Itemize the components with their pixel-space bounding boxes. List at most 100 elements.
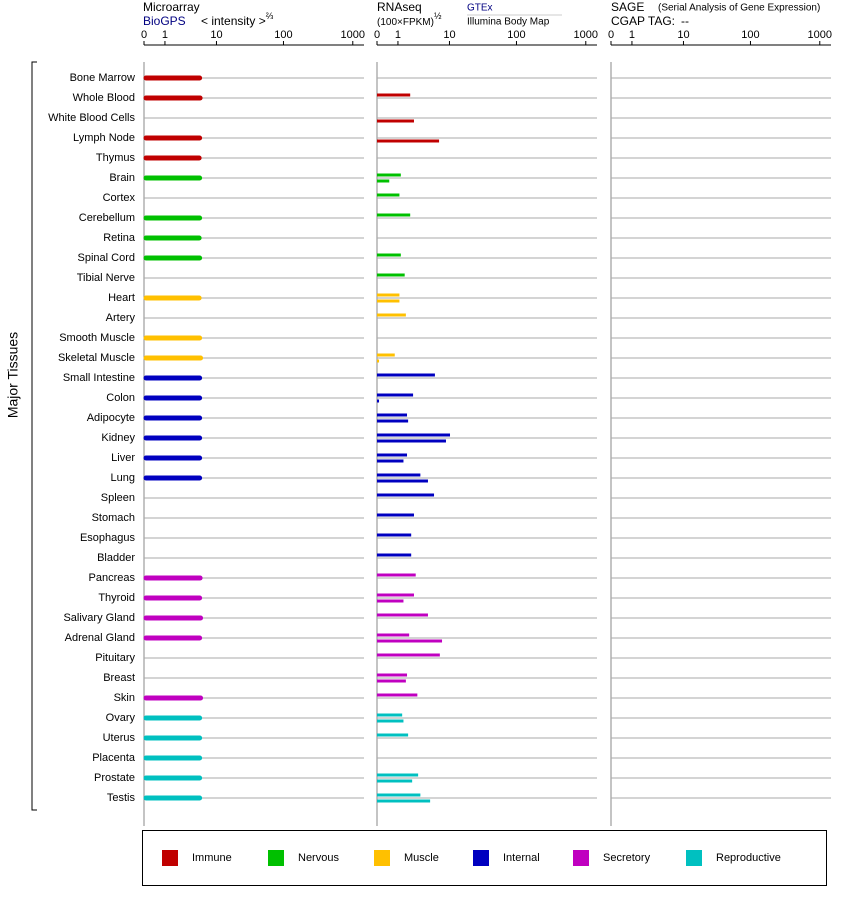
subtitle: (100×FPKM) xyxy=(377,17,434,28)
bar xyxy=(377,613,428,617)
legend-box xyxy=(142,830,827,886)
legend-label: Immune xyxy=(192,852,232,864)
bar xyxy=(377,253,401,257)
tag: -- xyxy=(681,14,689,28)
bar xyxy=(377,473,421,477)
bar xyxy=(377,119,414,123)
legend-swatch xyxy=(686,850,702,866)
category-label: Spinal Cord xyxy=(78,252,135,264)
bar xyxy=(377,479,428,483)
panel-subtitle: (100×FPKM)½ xyxy=(377,11,442,27)
category-label: Thyroid xyxy=(98,592,135,604)
category-label: Uterus xyxy=(103,732,136,744)
bar xyxy=(377,173,401,177)
bracket xyxy=(31,61,37,811)
category-label: Thymus xyxy=(96,152,136,164)
x-tick-label: 10 xyxy=(443,29,455,41)
x-tick-label: 100 xyxy=(741,29,759,41)
panel-title: RNAseq xyxy=(377,0,422,14)
category-label: White Blood Cells xyxy=(48,112,135,124)
legend-swatch xyxy=(573,850,589,866)
bar xyxy=(377,653,440,657)
bar xyxy=(377,573,416,577)
x-tick-label: 1 xyxy=(395,29,401,41)
bar xyxy=(377,679,406,683)
series-name: BioGPS xyxy=(143,14,186,28)
bar xyxy=(377,773,419,777)
category-label: Breast xyxy=(103,672,135,684)
panel-title: Microarray xyxy=(143,0,200,14)
bar xyxy=(377,93,411,97)
legend-label: Internal xyxy=(503,852,540,864)
bar xyxy=(377,453,408,457)
category-label: Bladder xyxy=(97,552,135,564)
bar xyxy=(377,273,405,277)
category-label: Colon xyxy=(106,392,135,404)
bar xyxy=(377,179,390,183)
category-label: Ovary xyxy=(106,712,136,724)
bar xyxy=(377,293,400,297)
category-label: Liver xyxy=(111,452,135,464)
x-tick-label: 0 xyxy=(374,29,380,41)
category-label: Cortex xyxy=(103,192,136,204)
category-label: Whole Blood xyxy=(73,92,135,104)
bar xyxy=(377,799,431,803)
legend-label: Nervous xyxy=(298,852,339,864)
bar xyxy=(377,493,435,497)
bar xyxy=(377,533,412,537)
exponent: ½ xyxy=(434,11,442,21)
x-tick-label: 10 xyxy=(677,29,689,41)
category-label: Pituitary xyxy=(95,652,135,664)
x-tick-label: 0 xyxy=(141,29,147,41)
x-tick-label: 1000 xyxy=(341,29,365,41)
bar xyxy=(377,433,451,437)
bar xyxy=(377,733,409,737)
bar xyxy=(377,373,435,377)
bar xyxy=(377,439,446,443)
x-tick-label: 100 xyxy=(274,29,292,41)
panel-title: SAGE xyxy=(611,0,644,14)
x-tick-label: 1000 xyxy=(808,29,832,41)
bar xyxy=(377,779,413,783)
series-name: GTEx xyxy=(467,3,493,14)
bar xyxy=(377,353,395,357)
bar xyxy=(377,593,414,597)
category-label: Salivary Gland xyxy=(63,612,135,624)
bar xyxy=(377,599,404,603)
x-tick-label: 0 xyxy=(608,29,614,41)
bar xyxy=(377,633,410,637)
y-axis-label: Major Tissues xyxy=(5,332,21,418)
legend-swatch xyxy=(268,850,284,866)
category-label: Skeletal Muscle xyxy=(58,352,135,364)
category-label: Prostate xyxy=(94,772,135,784)
bar xyxy=(377,673,408,677)
category-label: Testis xyxy=(107,792,136,804)
category-label: Small Intestine xyxy=(63,372,135,384)
category-label: Esophagus xyxy=(80,532,136,544)
bar xyxy=(377,793,421,797)
bar xyxy=(377,313,406,317)
bar xyxy=(377,299,400,303)
bar xyxy=(377,193,400,197)
category-label: Smooth Muscle xyxy=(59,332,135,344)
bar xyxy=(377,213,411,217)
bar xyxy=(377,553,412,557)
category-label: Retina xyxy=(103,232,136,244)
x-tick-label: 1 xyxy=(162,29,168,41)
category-label: Tibial Nerve xyxy=(77,272,135,284)
bar xyxy=(377,393,414,397)
category-label: Artery xyxy=(106,312,136,324)
bar xyxy=(377,139,440,143)
category-label: Pancreas xyxy=(89,572,136,584)
x-tick-label: 1000 xyxy=(574,29,598,41)
legend-swatch xyxy=(473,850,489,866)
bar xyxy=(377,693,418,697)
category-label: Brain xyxy=(109,172,135,184)
category-label: Adipocyte xyxy=(87,412,135,424)
bar xyxy=(377,359,380,363)
x-tick-label: 100 xyxy=(507,29,525,41)
bar xyxy=(377,639,443,643)
category-label: Stomach xyxy=(92,512,135,524)
subtitle: < intensity > xyxy=(201,14,266,28)
